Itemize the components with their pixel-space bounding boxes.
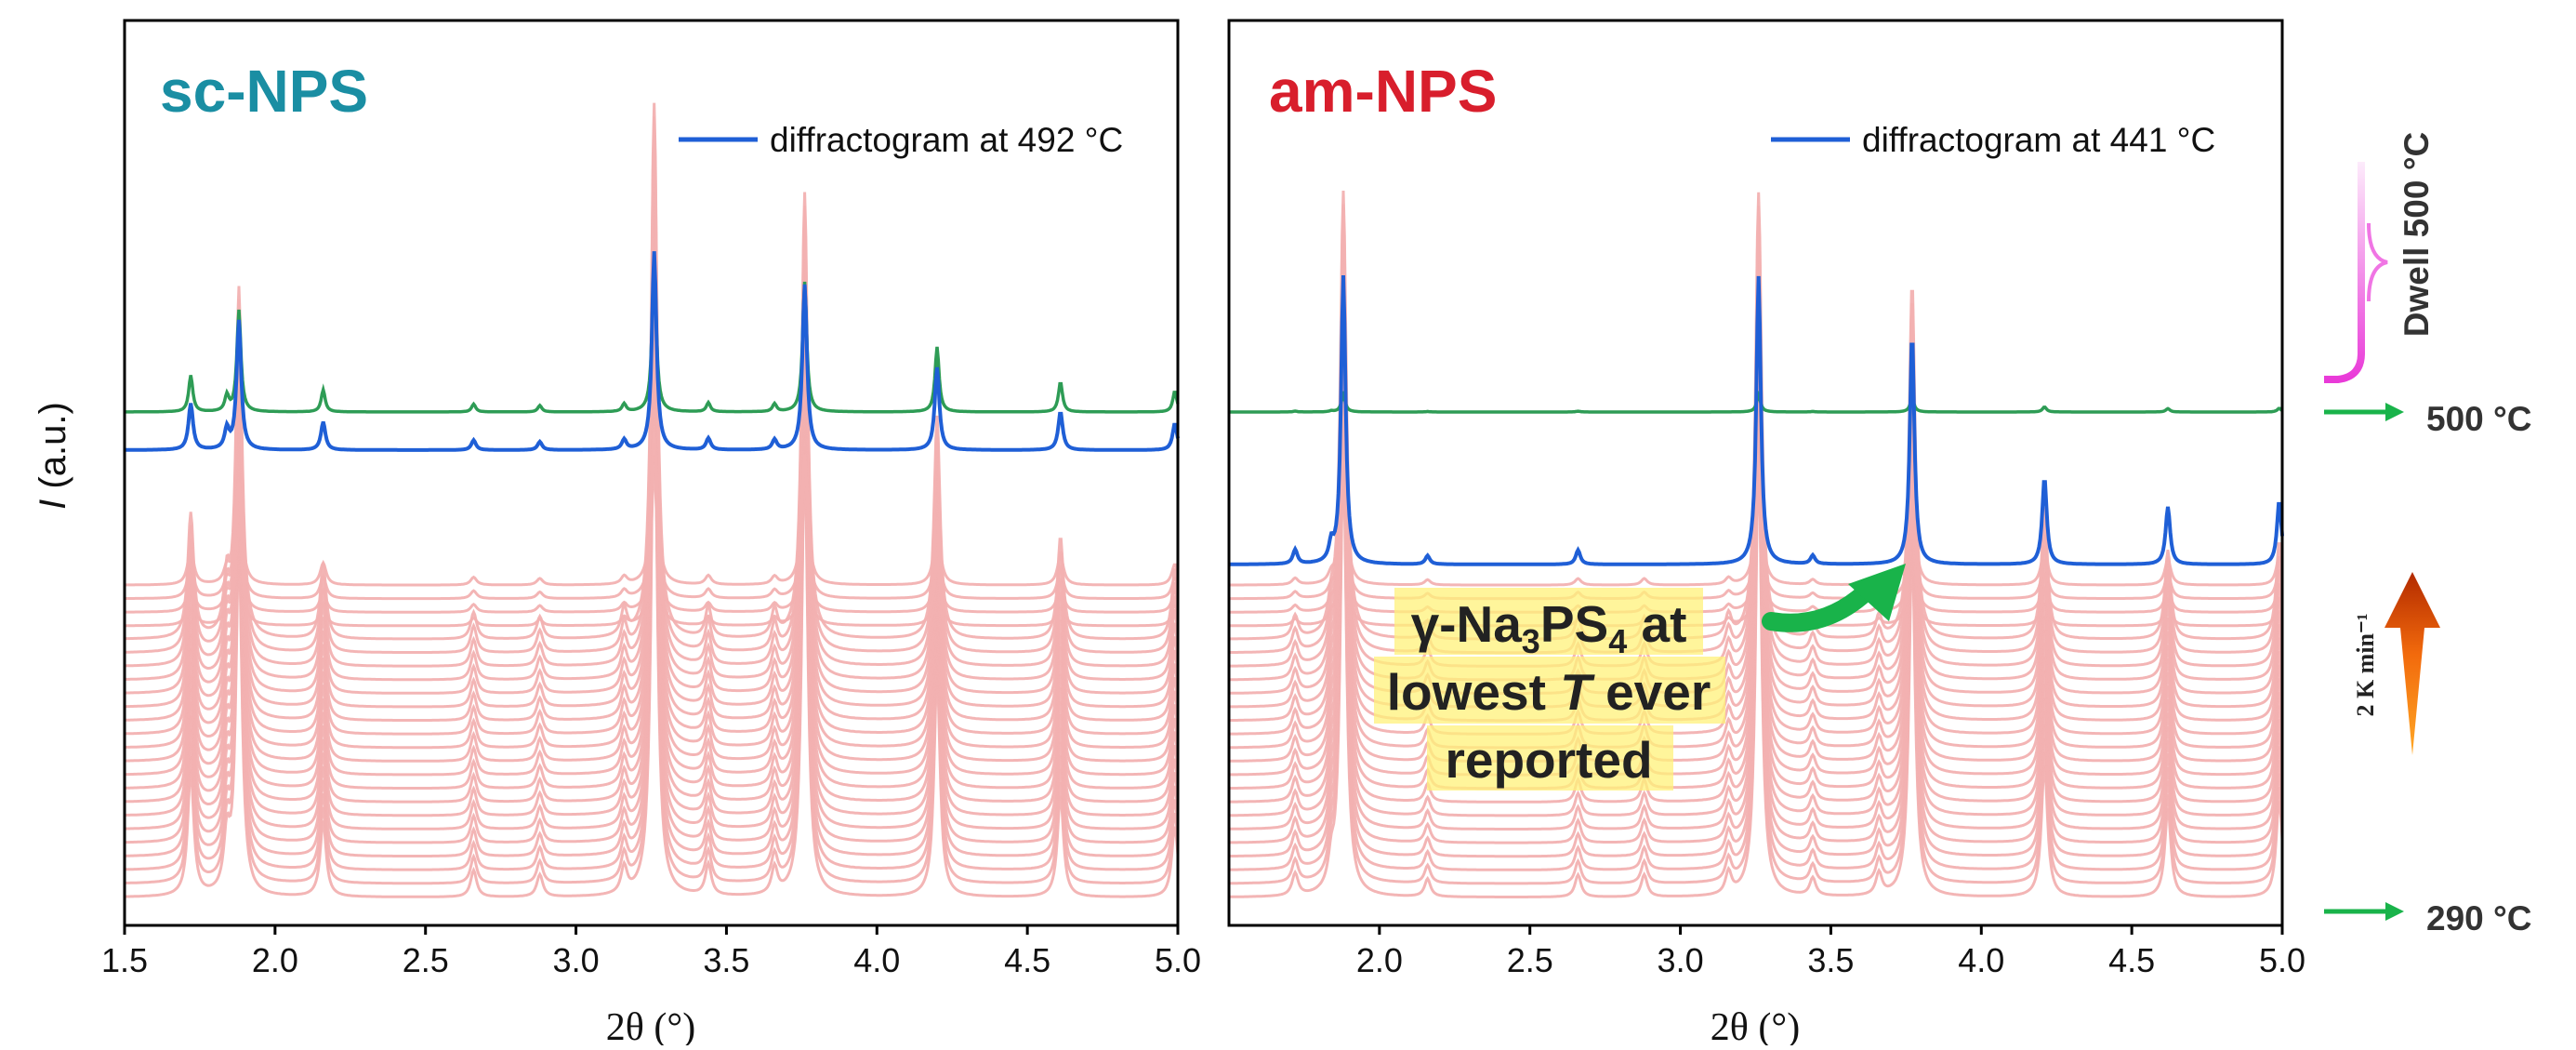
sc-nps-diffractograms bbox=[124, 102, 1180, 898]
am-nps-plot-frame bbox=[1227, 19, 2284, 927]
sc-nps-panel: 1.5 2.0 2.5 3.0 3.5 4.0 4.5 5.0 sc-NPS diffract… bbox=[101, 19, 1201, 1049]
annotation-curved-arrow-shaft bbox=[1762, 578, 1880, 632]
x-tick-label: 2.5 bbox=[1507, 941, 1553, 979]
x-tick-label: 4.5 bbox=[2108, 941, 2155, 979]
stacked-diffractogram bbox=[1229, 454, 2284, 587]
x-tick-label: 2.5 bbox=[403, 941, 449, 979]
annotation-line3: reported bbox=[1445, 731, 1652, 789]
annotation-highlight-line3 bbox=[1427, 725, 1673, 791]
y-axis-label: I (a.u.) bbox=[33, 402, 73, 510]
x-tick-label: 5.0 bbox=[2259, 941, 2305, 979]
x-tick-label: 3.5 bbox=[703, 941, 749, 979]
side-indicators: Dwell 500 °C 500 °C 2 K min⁻¹ 290 °C bbox=[2324, 132, 2532, 937]
x-tick-label: 1.5 bbox=[101, 941, 148, 979]
am-nps-panel: 2.0 2.5 3.0 3.5 4.0 4.5 5.0 am-NPS diffractogr… bbox=[1227, 19, 2305, 1049]
highlight-diffractogram bbox=[1229, 274, 2284, 566]
x-tick-label: 4.0 bbox=[1958, 941, 2004, 979]
dwell-bar bbox=[2324, 162, 2365, 383]
top-temp-arrow-icon bbox=[2385, 403, 2404, 421]
x-tick-label: 4.5 bbox=[1004, 941, 1050, 979]
am-nps-x-axis-label: 2θ (°) bbox=[1711, 1006, 1800, 1045]
am-nps-x-ticks: 2.0 2.5 3.0 3.5 4.0 4.5 5.0 bbox=[1356, 925, 2305, 979]
x-tick-label: 4.0 bbox=[853, 941, 900, 979]
x-tick-label: 5.0 bbox=[1155, 941, 1201, 979]
dwell-label: Dwell 500 °C bbox=[2398, 132, 2436, 337]
bottom-temp-label: 290 °C bbox=[2426, 899, 2532, 937]
top-temp-label: 500 °C bbox=[2426, 400, 2532, 438]
annotation-arrow-head-icon bbox=[1848, 564, 1906, 621]
sc-nps-x-axis-label: 2θ (°) bbox=[606, 1006, 695, 1045]
annotation-line2: lowest T ever bbox=[1387, 663, 1711, 721]
x-tick-label: 2.0 bbox=[252, 941, 298, 979]
x-tick-label: 2.0 bbox=[1356, 941, 1403, 979]
gamma-phase-annotation: γ-Na3PS4 at lowest T ever reported bbox=[1374, 564, 1906, 791]
am-nps-diffractograms bbox=[1228, 190, 2284, 898]
bottom-temp-arrow-icon bbox=[2385, 902, 2404, 921]
x-tick-label: 3.0 bbox=[553, 941, 600, 979]
sc-nps-plot-frame bbox=[123, 19, 1180, 927]
stacked-diffractogram bbox=[125, 428, 1180, 587]
sc-nps-legend-label: diffractogram at 492 °C bbox=[770, 121, 1123, 159]
highlight-diffractogram bbox=[125, 251, 1180, 452]
x-tick-label: 3.5 bbox=[1807, 941, 1854, 979]
am-nps-title: am-NPS bbox=[1269, 58, 1497, 125]
am-nps-legend-label: diffractogram at 441 °C bbox=[1862, 121, 2215, 159]
sc-nps-x-ticks: 1.5 2.0 2.5 3.0 3.5 4.0 4.5 5.0 bbox=[101, 925, 1201, 979]
heating-rate-label: 2 K min⁻¹ bbox=[2352, 613, 2379, 716]
annotation-highlight-line2 bbox=[1374, 657, 1725, 724]
dwell-brace-icon bbox=[2367, 222, 2388, 302]
sc-nps-title: sc-NPS bbox=[160, 58, 368, 125]
annotation-line1: γ-Na3PS4 at bbox=[1411, 595, 1687, 660]
x-tick-label: 3.0 bbox=[1658, 941, 1704, 979]
annotation-highlight-line1 bbox=[1394, 588, 1703, 655]
heating-arrow-icon bbox=[2384, 572, 2440, 755]
